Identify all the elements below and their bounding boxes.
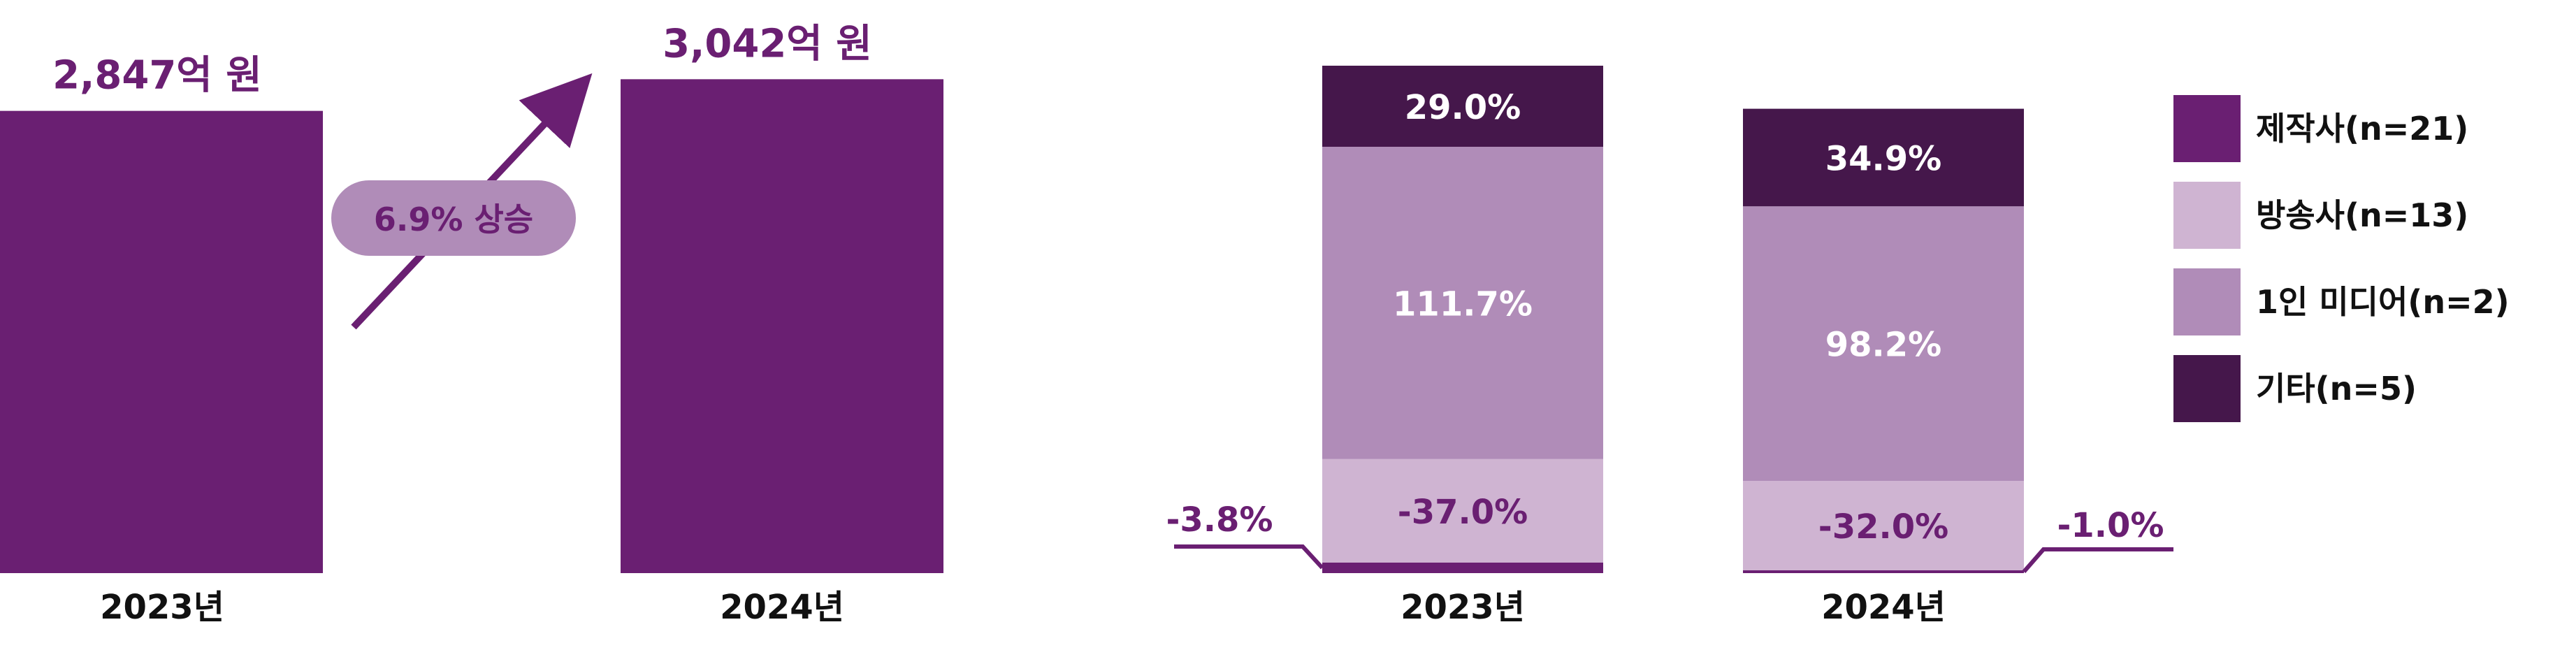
stacked-category-label: 2023년 <box>1401 588 1525 627</box>
legend-swatch <box>2173 355 2241 422</box>
callout-label-2024: -1.0% <box>2057 506 2164 545</box>
segment-2024년-2 <box>1743 206 2024 481</box>
segment-2024년-0 <box>1743 570 2024 573</box>
callout-label-2023: -3.8% <box>1166 500 1273 540</box>
bar-2023 <box>0 110 323 573</box>
value-label-2024: 3,042억 원 <box>663 21 872 66</box>
segment-2024년-3 <box>1743 108 2024 207</box>
category-label-2024: 2024년 <box>720 588 844 627</box>
legend-swatch <box>2173 268 2241 335</box>
segment-label: -37.0% <box>1398 493 1528 532</box>
segment-label: 34.9% <box>1825 139 1942 178</box>
bar-2024 <box>621 79 943 574</box>
value-label-2023: 2,847억 원 <box>52 53 262 99</box>
callout-line-2023 <box>1174 544 1324 570</box>
segment-label: 111.7% <box>1393 284 1533 324</box>
legend-label: 1인 미디어(n=2) <box>2256 283 2510 321</box>
segment-label: 29.0% <box>1405 88 1521 127</box>
category-label-2023: 2023년 <box>100 588 224 627</box>
legend-label: 방송사(n=13) <box>2256 196 2468 234</box>
segment-2023년-2 <box>1322 147 1603 459</box>
callout-line-2024 <box>2022 547 2173 573</box>
growth-pill <box>331 180 576 256</box>
growth-label: 6.9% 상승 <box>374 201 533 238</box>
segment-2023년-3 <box>1322 66 1603 147</box>
composition-chart: -37.0% 111.7% 29.0% 2023년 -32.0% 98.2% 34.9% 20… <box>1166 66 2173 627</box>
legend-swatch <box>2173 182 2241 249</box>
legend-swatch <box>2173 95 2241 162</box>
legend-label: 제작사(n=21) <box>2256 110 2468 147</box>
segment-2024년-1 <box>1743 481 2024 570</box>
segment-2023년-1 <box>1322 458 1603 563</box>
legend: 제작사(n=21) 방송사(n=13) 1인 미디어(n=2) 기타(n=5) <box>2173 95 2510 422</box>
stacked-category-label: 2024년 <box>1821 588 1946 627</box>
segment-2023년-0 <box>1322 562 1603 573</box>
segment-label: -32.0% <box>1818 507 1948 547</box>
segment-label: 98.2% <box>1825 326 1942 365</box>
legend-label: 기타(n=5) <box>2256 370 2417 407</box>
total-chart: 2,847억 원 3,042억 원 2023년 2024년 6.9% 상승 <box>0 21 943 627</box>
